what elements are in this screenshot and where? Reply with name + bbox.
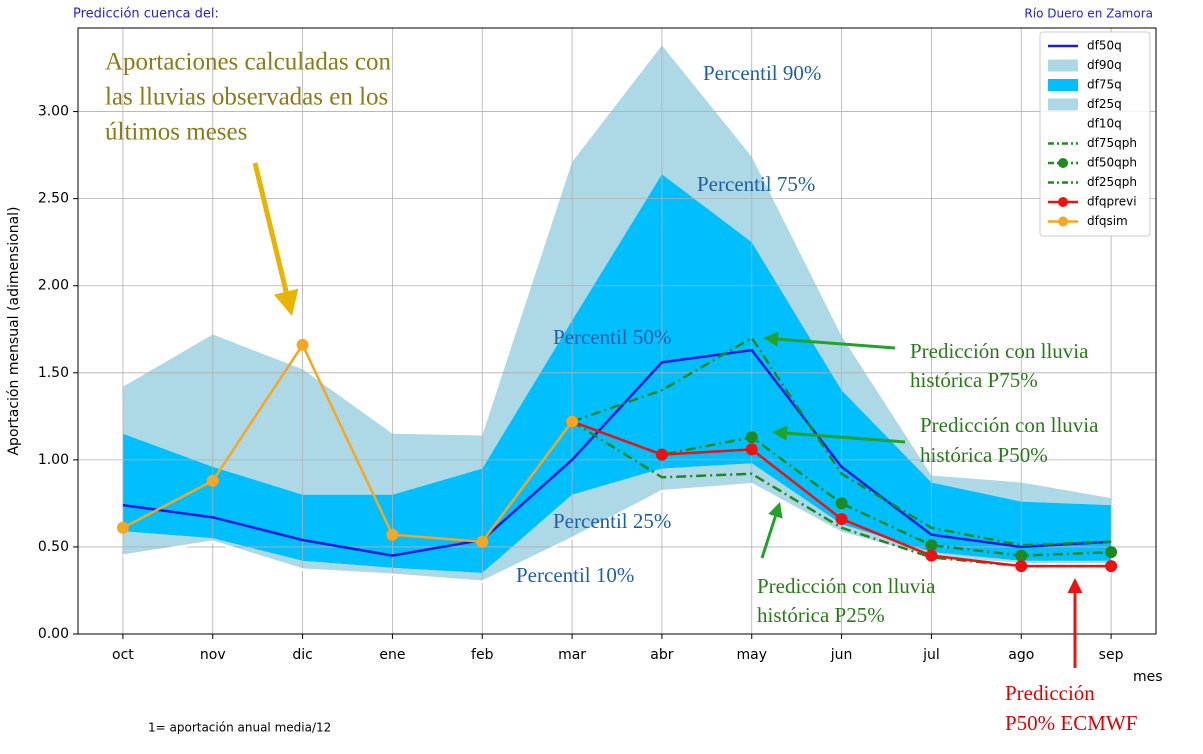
x-tick-label: jul: [922, 647, 940, 663]
legend-marker: [1058, 158, 1068, 168]
series-marker: [296, 338, 309, 351]
x-tick-label: dic: [292, 647, 312, 663]
y-axis-label: Aportación mensual (adimensional): [6, 206, 22, 455]
series-marker: [1015, 560, 1028, 573]
annotation: P50% ECMWF: [1005, 711, 1137, 735]
series-marker: [745, 443, 758, 456]
series-marker: [1015, 549, 1028, 562]
plot-frame: [77, 27, 1157, 635]
legend-swatch: [1048, 79, 1078, 91]
arrow-shaft: [786, 431, 906, 444]
series-marker: [476, 535, 489, 548]
legend-label: df75qph: [1087, 136, 1137, 150]
band-area: [122, 463, 1112, 582]
legend-label: df50q: [1087, 39, 1122, 53]
series-marker: [386, 528, 399, 541]
arrow-head: [772, 425, 788, 441]
annotation: Aportaciones calculadas con: [105, 49, 391, 76]
arrow-head: [273, 288, 299, 316]
y-tick-label: 0.00: [38, 626, 69, 642]
annotation: Percentil 90%: [703, 61, 821, 85]
annotation: Predicción con lluvia: [910, 339, 1089, 363]
legend-label: dfqprevi: [1087, 195, 1137, 209]
annotation: Percentil 75%: [697, 172, 815, 196]
annotation: Percentil 10%: [516, 563, 634, 587]
series-marker: [655, 448, 668, 461]
series-marker: [1105, 560, 1118, 573]
y-tick-label: 2.00: [38, 278, 69, 294]
x-tick-label: ene: [379, 647, 405, 663]
x-tick-label: ago: [1008, 647, 1034, 663]
annotation: histórica P75%: [910, 368, 1038, 392]
legend-swatch: [1048, 59, 1078, 72]
annotation: Percentil 50%: [553, 325, 671, 349]
legend-label: df90q: [1087, 58, 1122, 72]
series-marker: [925, 549, 938, 562]
annotation: últimos meses: [105, 119, 247, 146]
annotation: Predicción con lluvia: [757, 574, 936, 598]
legend-label: df10q: [1087, 117, 1122, 131]
x-tick-label: may: [736, 647, 767, 663]
series-line: [122, 342, 574, 544]
x-tick-label: mar: [558, 647, 586, 663]
y-tick-label: 1.50: [38, 365, 69, 381]
annotation: las lluvias observadas en los: [105, 84, 388, 111]
y-tick-label: 2.50: [38, 191, 69, 207]
x-tick-label: abr: [650, 647, 673, 663]
annotation: histórica P50%: [920, 443, 1048, 467]
annotation: Predicción con lluvia: [920, 413, 1099, 437]
arrow-head: [768, 502, 783, 519]
y-tick-label: 3.00: [38, 104, 69, 120]
chart-subtitle: Río Duero en Zamora: [1024, 7, 1153, 21]
legend-label: dfqsim: [1087, 214, 1128, 228]
series-marker: [835, 497, 848, 510]
legend-marker: [1058, 197, 1068, 207]
series-marker: [206, 474, 219, 487]
annotation: histórica P25%: [757, 603, 885, 627]
series-marker: [566, 415, 579, 428]
legend-marker: [1058, 216, 1068, 227]
arrow-head: [763, 331, 779, 347]
band-area: [122, 45, 1112, 506]
chart-title: Predicción cuenca del:: [73, 7, 219, 22]
y-tick-label: 0.50: [38, 539, 69, 555]
series-marker: [1105, 546, 1118, 559]
series-marker: [745, 431, 758, 444]
arrow-head: [1067, 578, 1083, 593]
series-marker: [116, 521, 129, 534]
x-tick-label: feb: [471, 647, 494, 663]
annotation: Percentil 25%: [553, 509, 671, 533]
x-tick-label: sep: [1099, 647, 1124, 663]
legend-label: df75q: [1087, 78, 1122, 92]
arrow-shaft: [760, 515, 777, 559]
series-line: [571, 336, 1112, 547]
legend-label: df25qph: [1087, 175, 1137, 189]
arrow-shaft: [777, 337, 896, 350]
x-axis-label: mes: [1133, 669, 1163, 685]
footnote: 1= aportación anual media/12: [148, 721, 331, 735]
legend-label: df25q: [1087, 97, 1122, 111]
arrow-shaft: [252, 162, 289, 293]
band-area: [122, 174, 1112, 574]
x-tick-label: oct: [112, 647, 134, 663]
series-marker: [925, 539, 938, 552]
y-tick-label: 1.00: [38, 452, 69, 468]
legend-label: df50qph: [1087, 156, 1137, 170]
series-line: [122, 348, 1112, 557]
series-marker: [835, 513, 848, 526]
x-tick-label: nov: [200, 647, 226, 663]
x-tick-label: jun: [830, 647, 853, 663]
legend-swatch: [1048, 98, 1078, 111]
annotation: Predicción: [1005, 681, 1095, 705]
legend: df50q df90q df75q df25q df10q df75qph df50qph d…: [1039, 31, 1151, 237]
